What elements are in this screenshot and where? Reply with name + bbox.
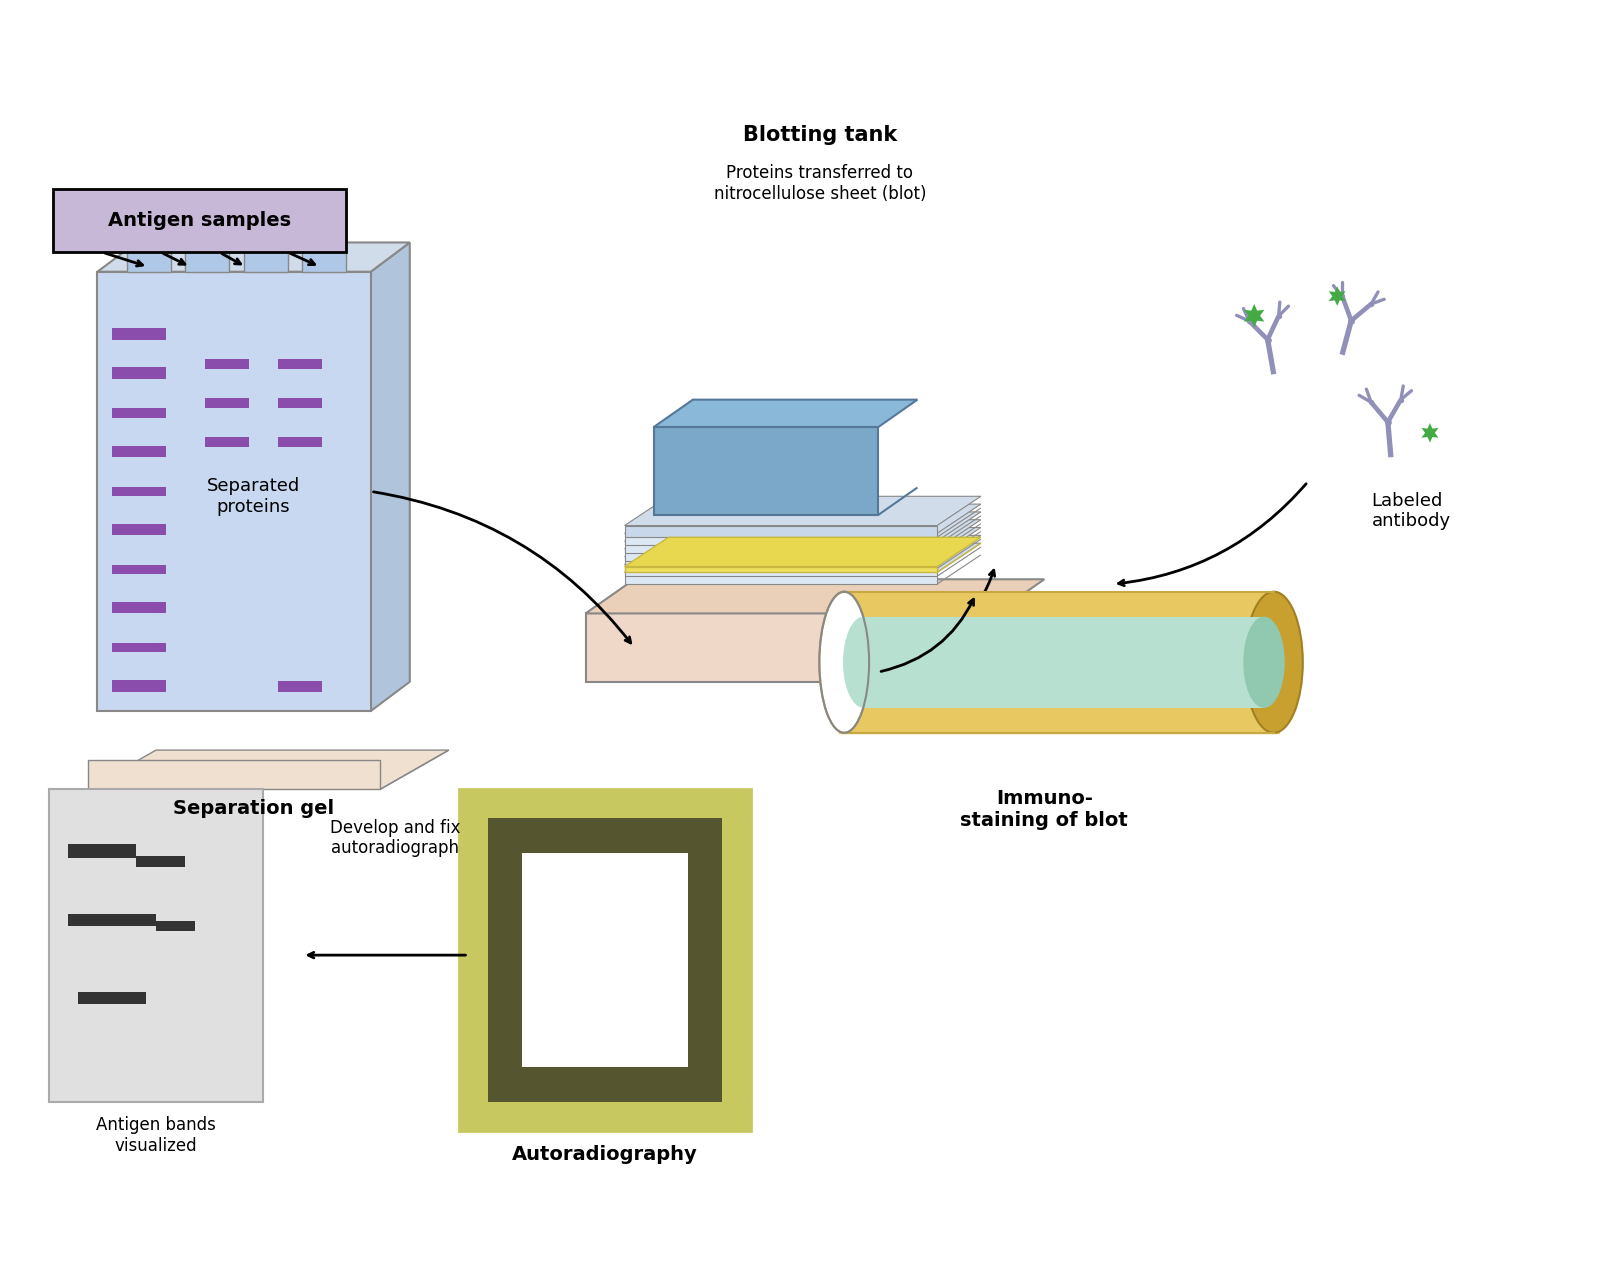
FancyBboxPatch shape [302, 237, 346, 272]
Bar [68, 844, 136, 858]
Bar [204, 437, 248, 447]
Polygon shape [625, 519, 980, 549]
Bar [278, 359, 321, 369]
Polygon shape [1328, 287, 1345, 306]
Polygon shape [936, 539, 980, 568]
Polygon shape [1243, 304, 1264, 327]
Bar [112, 486, 166, 496]
Bar [112, 328, 166, 340]
FancyBboxPatch shape [185, 237, 229, 272]
FancyBboxPatch shape [863, 616, 1263, 707]
FancyBboxPatch shape [596, 619, 985, 677]
Text: Separation gel: Separation gel [174, 799, 334, 818]
FancyBboxPatch shape [625, 567, 936, 572]
Text: Separated
proteins: Separated proteins [206, 477, 300, 515]
Polygon shape [936, 547, 980, 576]
Polygon shape [625, 504, 980, 533]
Ellipse shape [1243, 616, 1284, 707]
Polygon shape [1420, 423, 1438, 442]
Polygon shape [654, 399, 917, 427]
Polygon shape [625, 496, 980, 525]
Bar [112, 643, 166, 653]
Bar [112, 524, 166, 536]
Bar [112, 679, 166, 692]
Text: Proteins transferred to
nitrocellulose sheet (blot): Proteins transferred to nitrocellulose s… [712, 164, 925, 203]
Polygon shape [936, 515, 980, 546]
Bar [204, 398, 248, 408]
Bar [112, 408, 166, 418]
Bar [278, 437, 321, 447]
Polygon shape [936, 543, 980, 572]
Bar [112, 565, 166, 575]
Polygon shape [936, 554, 980, 585]
Polygon shape [995, 648, 1044, 682]
FancyBboxPatch shape [458, 789, 751, 1130]
Bar [112, 601, 166, 614]
FancyBboxPatch shape [625, 542, 936, 553]
Bar [68, 914, 156, 926]
Polygon shape [878, 488, 917, 515]
Polygon shape [936, 508, 980, 537]
Ellipse shape [842, 616, 885, 707]
Polygon shape [625, 543, 980, 572]
Ellipse shape [1243, 592, 1302, 733]
Bar [112, 368, 166, 379]
FancyBboxPatch shape [586, 614, 995, 682]
FancyBboxPatch shape [625, 525, 936, 537]
FancyBboxPatch shape [625, 572, 936, 585]
FancyBboxPatch shape [625, 533, 936, 546]
Polygon shape [625, 537, 980, 567]
Text: Labeled
antibody: Labeled antibody [1370, 491, 1449, 530]
FancyBboxPatch shape [521, 853, 688, 1067]
Bar [204, 359, 248, 369]
FancyBboxPatch shape [97, 272, 370, 711]
Polygon shape [936, 532, 980, 561]
Polygon shape [586, 580, 1044, 614]
Ellipse shape [820, 592, 868, 733]
FancyBboxPatch shape [654, 427, 878, 515]
FancyBboxPatch shape [88, 760, 380, 789]
Text: Blotting tank: Blotting tank [742, 125, 896, 145]
Polygon shape [380, 750, 448, 789]
Text: Antigen bands
visualized: Antigen bands visualized [96, 1116, 216, 1154]
FancyBboxPatch shape [487, 818, 722, 1101]
Bar [136, 855, 185, 868]
Polygon shape [625, 512, 980, 542]
FancyBboxPatch shape [625, 565, 936, 576]
FancyBboxPatch shape [625, 549, 936, 561]
Text: Immuno-
staining of blot: Immuno- staining of blot [959, 789, 1128, 830]
FancyBboxPatch shape [625, 557, 936, 568]
Bar [78, 993, 146, 1004]
Bar [278, 681, 321, 692]
Text: Develop and fix
autoradiograph: Develop and fix autoradiograph [329, 818, 459, 858]
Polygon shape [625, 528, 980, 557]
Polygon shape [88, 750, 448, 789]
FancyBboxPatch shape [839, 592, 1277, 733]
Bar [156, 921, 195, 931]
Bar [112, 446, 166, 457]
FancyBboxPatch shape [243, 237, 287, 272]
FancyBboxPatch shape [49, 789, 263, 1101]
FancyBboxPatch shape [127, 237, 170, 272]
Bar [278, 398, 321, 408]
FancyBboxPatch shape [54, 188, 346, 253]
Text: Antigen samples: Antigen samples [109, 211, 291, 230]
Polygon shape [936, 524, 980, 553]
Polygon shape [370, 242, 409, 711]
Polygon shape [625, 536, 980, 565]
Polygon shape [97, 242, 409, 272]
Text: Autoradiography: Autoradiography [511, 1146, 698, 1164]
